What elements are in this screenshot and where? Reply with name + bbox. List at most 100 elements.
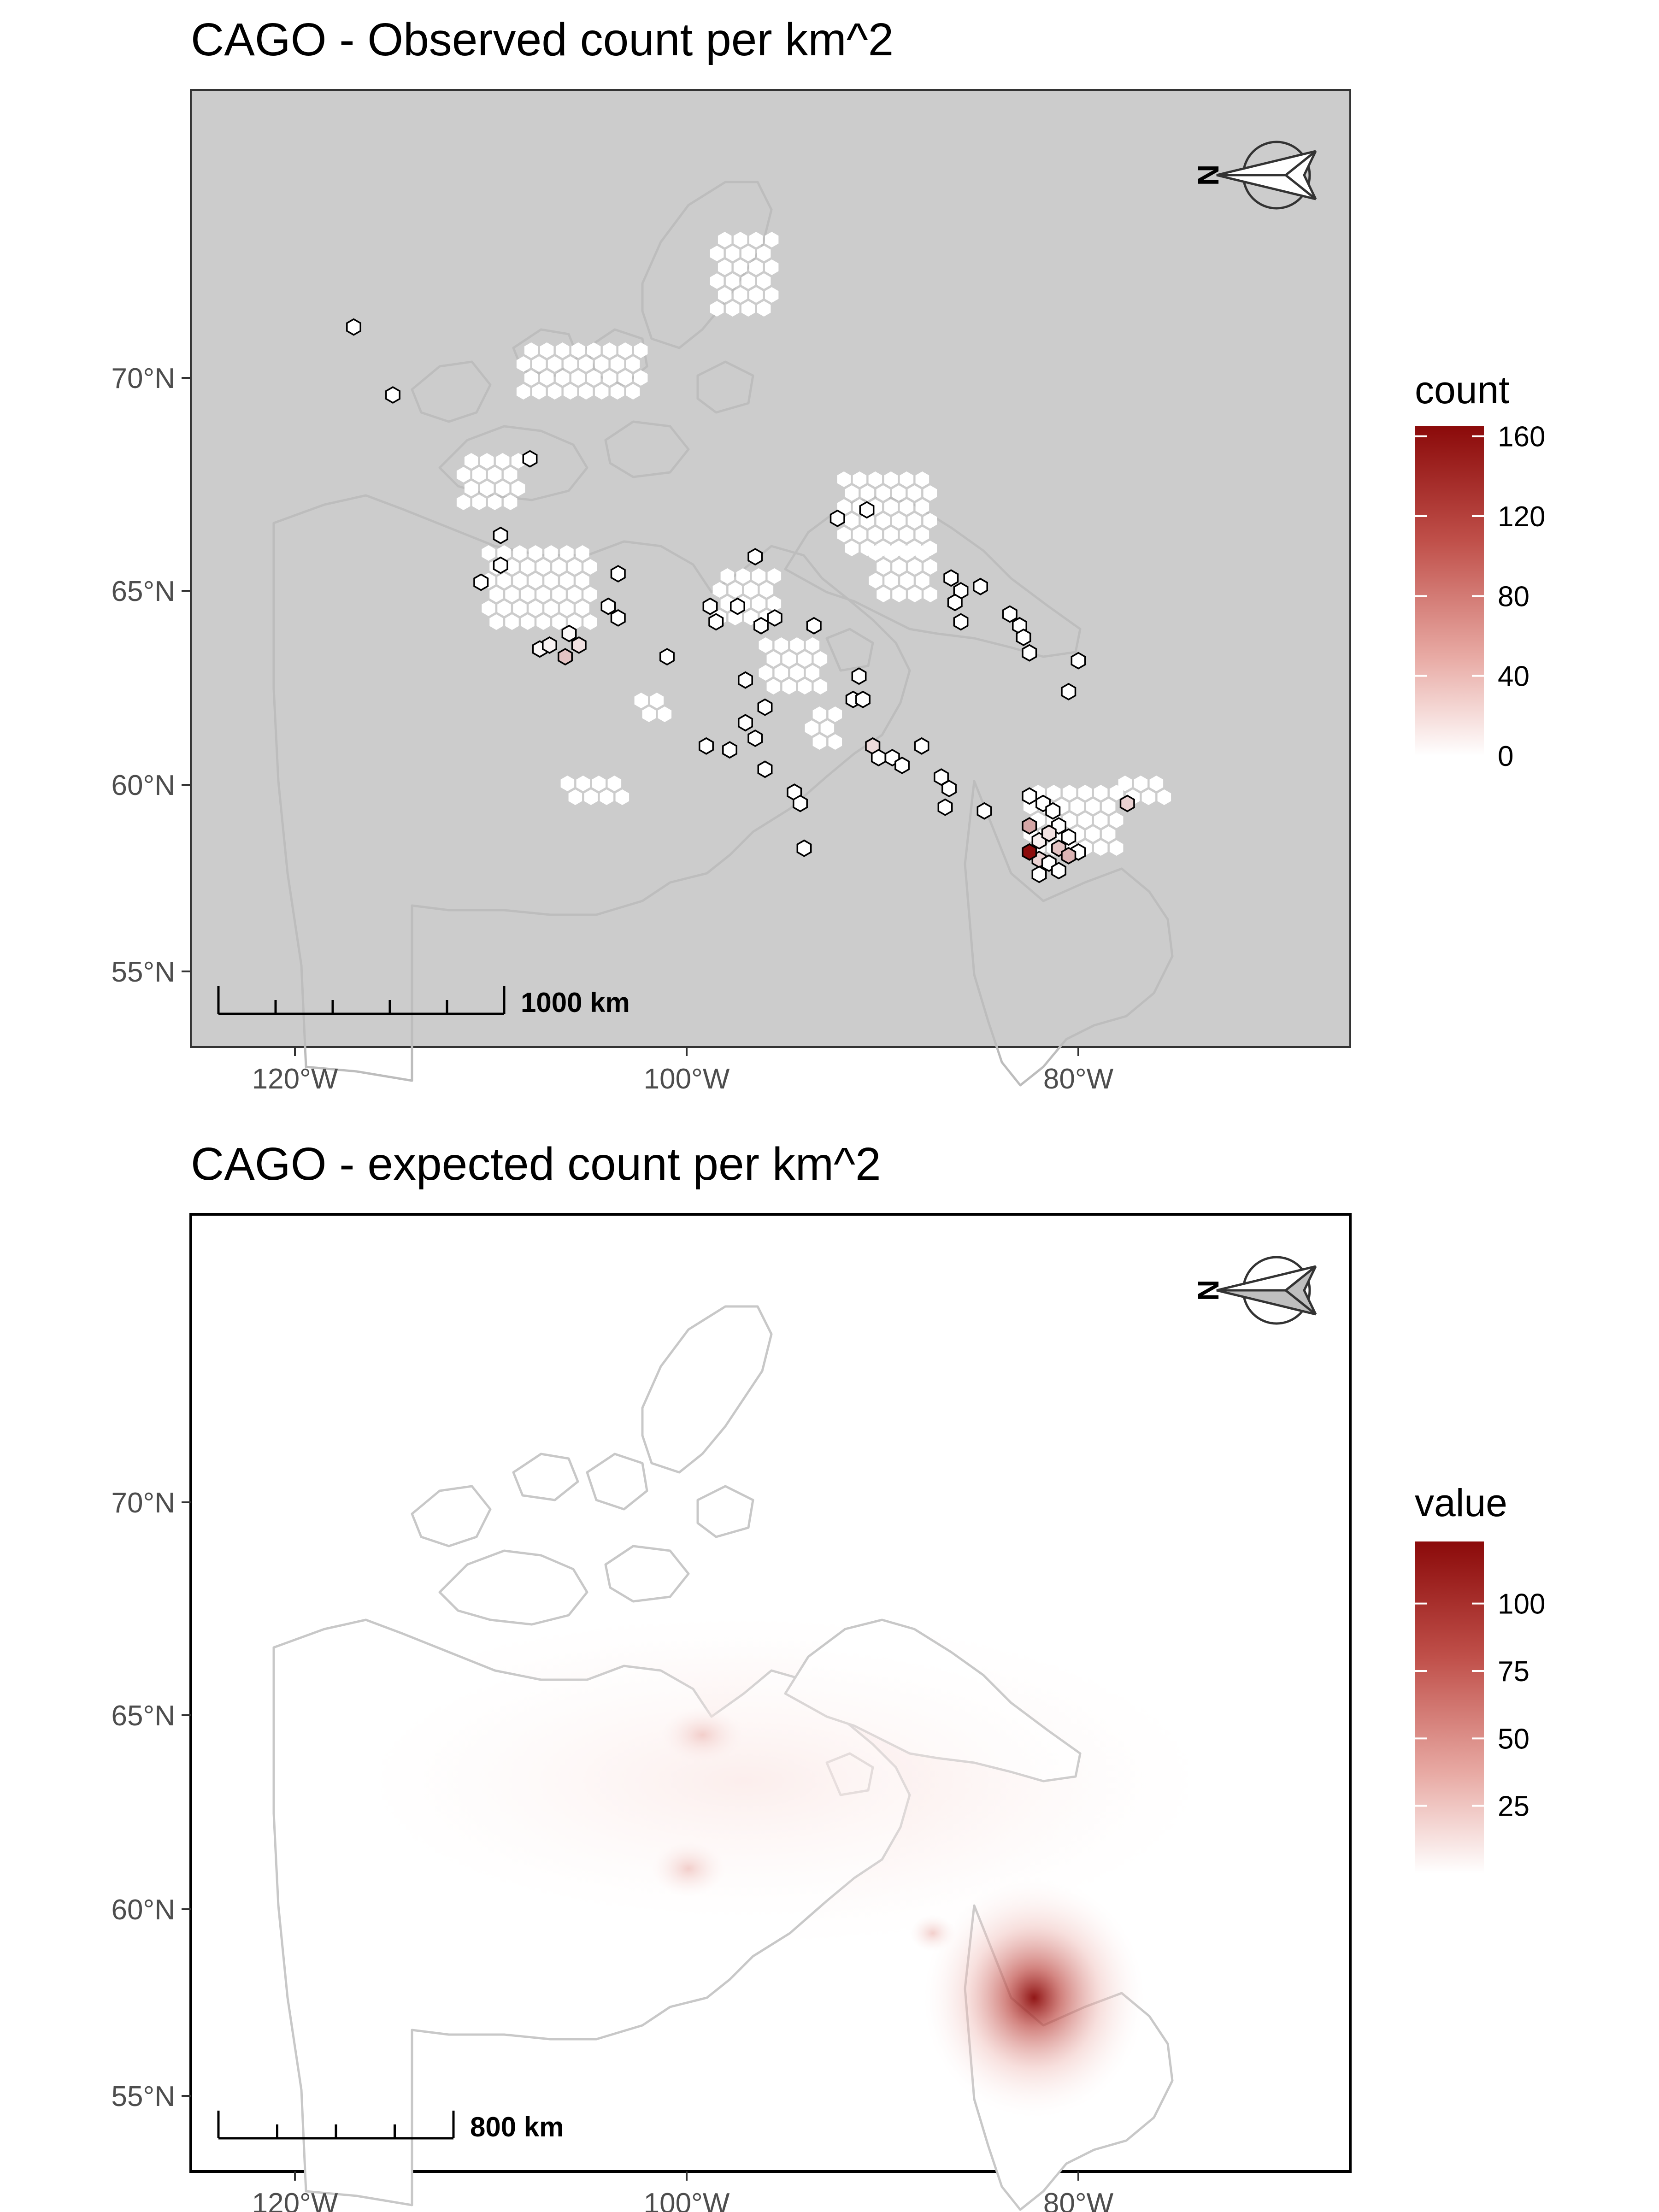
- sample-hex: [560, 776, 575, 791]
- sample-hex: [749, 287, 763, 303]
- sample-hex: [571, 370, 585, 386]
- sample-hex: [1086, 826, 1100, 842]
- observed-hex: [793, 794, 808, 812]
- sample-hex: [853, 527, 867, 542]
- sample-hex: [658, 706, 672, 722]
- observed-hex: [346, 318, 361, 336]
- sample-hex: [568, 789, 582, 805]
- sample-hex: [869, 545, 882, 561]
- sample-hex: [766, 679, 781, 694]
- sample-hex: [845, 485, 859, 501]
- scale-bar-label: 800 km: [470, 2112, 564, 2142]
- sample-hex: [642, 706, 656, 722]
- legend-colorbar: [1415, 1541, 1484, 1873]
- sample-hex: [900, 527, 914, 542]
- sample-hex: [489, 587, 503, 602]
- lat-tick-label: 60°N: [111, 770, 175, 801]
- sample-hex: [587, 370, 601, 386]
- sample-hex: [536, 559, 550, 575]
- sample-hex: [592, 776, 606, 791]
- sample-hex: [806, 665, 820, 681]
- observed-hex: [796, 839, 812, 857]
- sample-hex: [489, 614, 503, 630]
- observed-hex: [851, 667, 867, 685]
- observed-hex: [757, 698, 773, 716]
- sample-hex: [568, 559, 582, 575]
- sample-hex: [513, 600, 527, 616]
- sample-hex: [828, 706, 842, 722]
- sample-hex: [884, 545, 898, 561]
- legend-tick-label: 100: [1498, 1588, 1545, 1620]
- sample-hex: [482, 600, 495, 616]
- sample-hex: [923, 485, 937, 501]
- sample-hex: [544, 600, 558, 616]
- sample-hex: [547, 384, 562, 400]
- observed-hex: [1119, 794, 1135, 812]
- sample-hex: [482, 545, 495, 561]
- sample-hex: [877, 587, 890, 602]
- sample-hex: [892, 587, 906, 602]
- sample-hex: [568, 587, 582, 602]
- observed-hex: [522, 450, 538, 468]
- sample-hex: [725, 301, 740, 317]
- sample-hex: [725, 273, 740, 289]
- sample-hex: [600, 789, 614, 805]
- axis-ticks: 70°N 65°N 60°N 55°N 120°W 100°W 80°W: [111, 363, 1113, 1095]
- sample-hex: [790, 637, 804, 653]
- north-arrow-tail: [1283, 1265, 1317, 1315]
- observed-hex: [767, 609, 782, 627]
- legend-tick-label: 160: [1498, 421, 1545, 453]
- sample-hex: [892, 559, 906, 575]
- sample-hex: [892, 513, 906, 529]
- sample-hex: [1141, 789, 1156, 805]
- sample-hex: [529, 573, 542, 588]
- lon-tick-label: 100°W: [644, 1063, 730, 1095]
- sample-hex: [765, 287, 779, 303]
- value-surface-wash: [366, 1643, 1122, 1919]
- sample-hex: [524, 370, 538, 386]
- sample-hex: [576, 545, 589, 561]
- observed-hex: [1022, 817, 1037, 835]
- sample-hex: [907, 485, 922, 501]
- sample-hex: [812, 734, 827, 750]
- sample-hex: [733, 232, 747, 247]
- sample-hex: [521, 614, 535, 630]
- observed-hex: [1016, 628, 1031, 647]
- sample-hex: [876, 513, 890, 529]
- sample-hex: [516, 356, 530, 372]
- sample-hex: [900, 573, 914, 588]
- panel-title: CAGO - expected count per km^2: [191, 1138, 881, 1190]
- observed-hex: [708, 613, 724, 631]
- observed-hex: [934, 768, 949, 786]
- sample-hex: [900, 471, 914, 487]
- sample-hex: [813, 679, 828, 694]
- observed-hex: [1041, 824, 1057, 842]
- sample-hex: [916, 573, 930, 588]
- sample-hex: [480, 481, 494, 496]
- north-arrow-icon: N: [1192, 1256, 1317, 1325]
- sample-hex: [594, 356, 609, 372]
- observed-hex: [947, 594, 963, 612]
- north-arrow-icon: N: [1192, 141, 1317, 210]
- sample-hex: [828, 734, 842, 750]
- sample-hex: [884, 471, 898, 487]
- sample-hex: [790, 665, 804, 681]
- sample-hex: [869, 573, 882, 588]
- sample-hex: [1086, 799, 1100, 814]
- observed-hex: [1061, 682, 1077, 700]
- sample-hex: [733, 287, 747, 303]
- sample-hex: [464, 481, 478, 496]
- sample-hex: [752, 568, 766, 584]
- sample-hex: [555, 370, 570, 386]
- sample-hex: [505, 559, 519, 575]
- legend-tick-label: 75: [1498, 1656, 1530, 1688]
- legend-tick-label: 40: [1498, 661, 1530, 693]
- scale-bar: 1000 km: [217, 986, 630, 1018]
- sample-hex: [868, 527, 882, 542]
- sample-hex: [634, 342, 648, 358]
- sample-hex: [798, 679, 812, 694]
- observed-hex: [600, 597, 616, 615]
- lat-tick-label: 55°N: [111, 2081, 175, 2112]
- sample-hex: [560, 573, 574, 588]
- observed-hex: [659, 648, 675, 666]
